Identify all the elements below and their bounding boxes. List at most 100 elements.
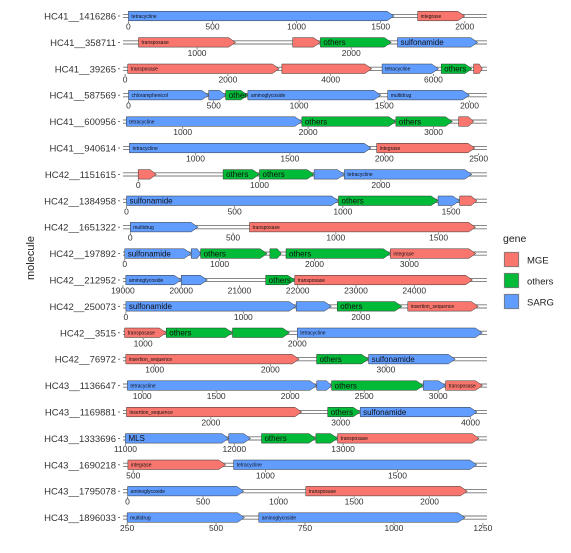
gene-label: others [444,65,466,74]
gene-arrow [125,275,182,286]
gene-label: integrase [131,463,152,469]
x-tick-label: 1000 [173,127,192,137]
gene-label: integrase [421,14,442,20]
legend-swatch [504,252,519,267]
x-tick-label: 1000 [188,48,207,58]
molecule-label: HC41__600956 [49,117,116,128]
gene-arrow [294,275,473,286]
x-tick-label: 2500 [469,154,488,164]
molecule-label: HC42__1151615 [45,170,116,181]
x-tick-label: 2000 [455,22,474,32]
gene-arrow [292,37,321,48]
molecule-row: HC42__1651322 multidrug transposase 0 500 100… [44,222,487,243]
gene-label: others [264,434,286,443]
gene-label: others [305,117,327,126]
x-tick-label: 3000 [376,365,395,375]
gene-label: others [263,170,285,179]
gene-label: tetracycline [131,14,157,20]
gene-arrow [258,512,466,523]
gene-label: multidrug [133,225,154,231]
gene-label: tetracycline [237,463,263,469]
gene-label: others [226,170,248,179]
gene-label: others [229,91,251,100]
x-tick-label: 3000 [331,418,350,428]
gene-label: insertion_sequence [129,357,173,363]
gene-label: multidrug [391,93,412,99]
x-tick-label: 4000 [321,74,340,84]
molecule-label: HC41__358711 [50,38,116,49]
gene-label: transposase [131,67,158,73]
gene-arrow [381,63,440,74]
gene-arrow [138,37,237,48]
gene-arrow [126,407,303,418]
gene-arrow [125,433,230,444]
gene-label: others [289,249,311,258]
x-tick-label: 0 [126,101,131,111]
gene-label: transposase [142,40,169,46]
gene-arrow [127,63,280,74]
gene-arrow [445,380,484,391]
gene-arrow [126,195,339,206]
gene-arrow [127,459,227,470]
gene-arrow [390,248,477,259]
gene-arrow [125,301,297,312]
x-tick-label: 500 [207,101,221,111]
molecule-row: HC41__39265 transposase tetracycline others… [55,63,487,84]
gene-arrow [331,380,424,391]
gene-label: others [204,249,226,258]
gene-arrow [458,116,475,127]
gene-arrow [315,433,339,444]
gene-arrow [281,63,373,74]
x-tick-label: 500 [226,233,240,243]
x-tick-label: 24000 [402,286,426,296]
x-tick-label: 3000 [400,259,419,269]
x-tick-label: 13000 [331,444,355,454]
molecule-row: HC41__587569 chloramphenicol others aminogl… [49,90,487,111]
x-tick-label: 23000 [344,286,368,296]
molecule-row: HC41__940614 tetracycline integrase 1000 150… [49,143,488,164]
gene-label: sulfonamide [128,249,172,258]
gene-label: integrase [380,146,401,152]
gene-arrow [423,380,447,391]
molecule-row: HC42__3515 transposase others tetracycline 1… [60,327,487,348]
gene-label: sulfonamide [129,197,173,206]
gene-arrow [368,354,456,365]
gene-label: others [169,329,191,338]
gene-label: others [399,117,421,126]
x-tick-label: 750 [298,523,312,533]
x-tick-label: 0 [136,180,141,190]
x-tick-label: 1000 [145,365,164,375]
gene-label: others [323,38,345,47]
gene-label: tetracycline [385,67,411,73]
x-tick-label: 1000 [287,22,306,32]
molecule-label: HC43__1333696 [44,434,116,445]
x-tick-label: 2000 [342,48,361,58]
x-tick-label: 2000 [375,154,394,164]
x-tick-label: 1000 [234,312,253,322]
molecule-label: HC42__76972 [55,355,116,366]
x-tick-label: 11000 [114,444,137,454]
molecule-label: HC41__587569 [49,91,116,102]
gene-arrow [320,37,392,48]
x-tick-label: 500 [228,206,242,216]
gene-arrow [376,143,476,154]
x-tick-label: 1000 [256,470,275,480]
molecule-row: HC43__1136647 tetracycline others transposa… [45,380,487,401]
gene-arrow [395,116,453,127]
molecule-label: HC43__1690218 [44,460,116,471]
gene-label: MLS [128,434,144,443]
gene-arrow [190,248,201,259]
molecule-row: HC42__212952 aminoglycoside others transpos… [49,275,487,296]
molecule-label: HC42__1651322 [44,223,116,234]
gene-arrow [387,90,470,101]
x-tick-label: 500 [209,523,223,533]
x-tick-label: 1000 [384,523,403,533]
gene-arrow [337,301,403,312]
gene-arrow [301,116,397,127]
x-tick-label: 1500 [429,233,448,243]
molecule-row: HC42__76972 insertion_sequence others sulfo… [55,354,487,375]
x-tick-label: 2500 [355,391,374,401]
gene-arrow [124,327,167,338]
